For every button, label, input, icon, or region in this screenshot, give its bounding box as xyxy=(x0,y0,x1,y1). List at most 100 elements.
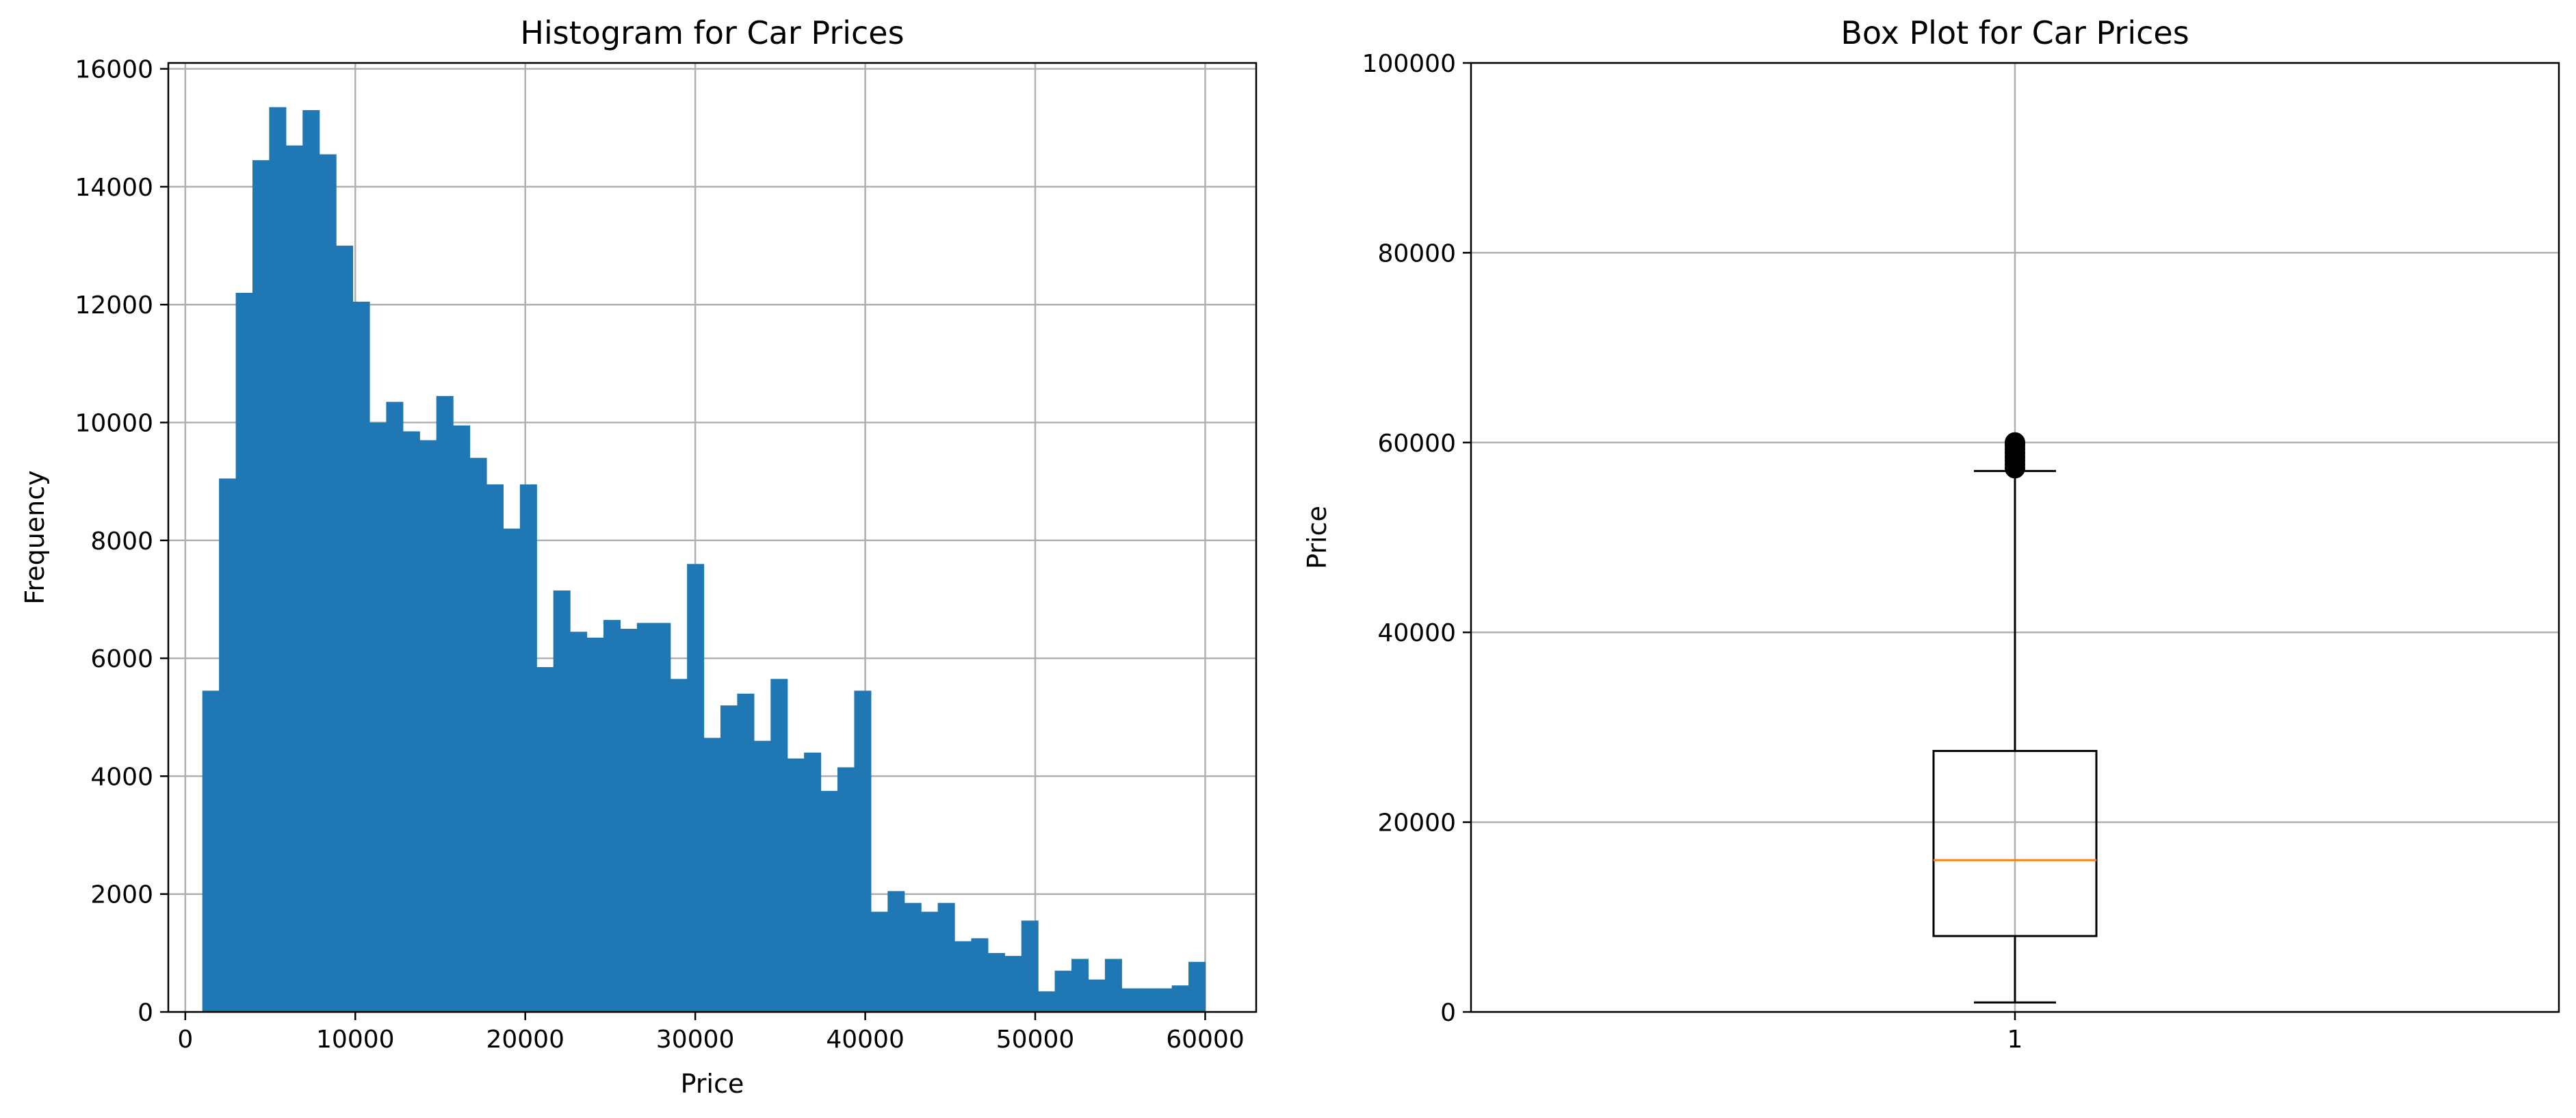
boxplot-x-tick-label: 1 xyxy=(2007,1026,2023,1054)
histogram-bar xyxy=(419,440,437,1012)
histogram-x-tick-label: 10000 xyxy=(316,1026,395,1054)
histogram-y-tick-label: 6000 xyxy=(90,645,153,673)
histogram-bar xyxy=(954,941,972,1012)
histogram-bar xyxy=(1155,988,1173,1012)
histogram-bar xyxy=(570,632,588,1012)
histogram-bar xyxy=(453,425,471,1012)
histogram-bar xyxy=(1071,959,1089,1012)
histogram-x-tick-label: 30000 xyxy=(656,1026,735,1054)
histogram-bar xyxy=(202,690,220,1012)
histogram-bar xyxy=(670,679,688,1012)
histogram-y-ticks: 0 2000 4000 6000 8000 10000 12000 14000 16000 xyxy=(75,56,168,1027)
histogram-x-tick-label: 20000 xyxy=(486,1026,564,1054)
boxplot-y-tick-label: 80000 xyxy=(1377,239,1456,268)
histogram-bar xyxy=(987,952,1005,1012)
histogram-bar xyxy=(1088,979,1106,1012)
boxplot-outlier-point xyxy=(2005,432,2025,453)
histogram-bar xyxy=(653,623,671,1012)
histogram-y-tick-label: 12000 xyxy=(75,291,153,320)
histogram-bar xyxy=(402,431,420,1012)
histogram-bar xyxy=(870,911,888,1012)
histogram-x-ticks: 0 10000 20000 30000 40000 50000 60000 xyxy=(177,1012,1245,1054)
boxplot-y-tick-label: 60000 xyxy=(1377,430,1456,458)
histogram-bar xyxy=(703,738,721,1012)
histogram-y-tick-label: 16000 xyxy=(75,56,153,84)
histogram-bar xyxy=(1104,959,1122,1012)
histogram-bar xyxy=(687,564,705,1012)
histogram-y-tick-label: 8000 xyxy=(90,528,153,556)
histogram-bar xyxy=(436,395,454,1012)
histogram-bar xyxy=(1171,985,1189,1012)
histogram-bar xyxy=(1138,988,1156,1012)
histogram-bar xyxy=(636,623,654,1012)
histogram-bar xyxy=(854,690,872,1012)
boxplot-box xyxy=(1932,750,2098,937)
histogram-bar xyxy=(536,667,554,1012)
histogram-bar xyxy=(486,484,504,1012)
histogram-bar xyxy=(787,758,805,1012)
histogram-bar xyxy=(1054,970,1072,1012)
histogram-bar xyxy=(503,528,521,1012)
histogram-bar xyxy=(887,891,905,1012)
histogram-bar xyxy=(1021,920,1039,1012)
histogram-bar xyxy=(720,705,738,1012)
histogram-y-tick-label: 4000 xyxy=(90,763,153,791)
boxplot-y-tick-label: 100000 xyxy=(1362,50,1456,78)
histogram-bar xyxy=(921,911,939,1012)
boxplot-y-axis-label: Price xyxy=(1302,506,1332,569)
histogram-bar xyxy=(519,484,537,1012)
histogram-bar xyxy=(1004,956,1022,1012)
histogram-bar xyxy=(820,790,838,1012)
histogram-bar xyxy=(804,752,822,1012)
histogram-bar xyxy=(336,246,354,1012)
histogram-y-axis-label: Frequency xyxy=(20,470,50,604)
histogram-bar xyxy=(1121,988,1139,1012)
histogram-bar xyxy=(620,629,638,1012)
histogram-bar xyxy=(971,938,989,1012)
histogram-bar xyxy=(469,458,487,1012)
histogram-bar xyxy=(1188,961,1206,1012)
histogram-bar xyxy=(269,107,287,1012)
histogram-bar xyxy=(352,301,370,1013)
histogram-x-tick-label: 0 xyxy=(177,1026,193,1054)
histogram-panel: 0 10000 20000 30000 40000 50000 60000 0 2000 400… xyxy=(20,14,1258,1099)
histogram-x-tick-label: 50000 xyxy=(996,1026,1075,1054)
histogram-bar xyxy=(219,478,237,1012)
histogram-y-tick-label: 10000 xyxy=(75,410,153,438)
boxplot-x-ticks: 1 xyxy=(2007,1012,2023,1054)
histogram-bar xyxy=(904,902,922,1012)
histogram-bar xyxy=(252,160,270,1012)
boxplot-y-ticks: 0 20000 40000 60000 80000 100000 xyxy=(1362,50,1471,1027)
boxplot-title: Box Plot for Car Prices xyxy=(1840,14,2189,51)
boxplot-panel: 1 0 20000 40000 60000 80000 100000 Box Plot f… xyxy=(1302,14,2560,1054)
histogram-bar xyxy=(386,402,404,1012)
histogram-bar xyxy=(553,590,571,1012)
histogram-y-tick-label: 14000 xyxy=(75,174,153,202)
histogram-bar xyxy=(837,767,855,1012)
histogram-bar xyxy=(285,145,303,1013)
boxplot-y-tick-label: 20000 xyxy=(1377,809,1456,837)
histogram-bar xyxy=(302,109,320,1013)
histogram-title: Histogram for Car Prices xyxy=(520,14,904,51)
boxplot-y-tick-label: 0 xyxy=(1440,999,1456,1027)
histogram-x-tick-label: 60000 xyxy=(1166,1026,1245,1054)
histogram-y-tick-label: 2000 xyxy=(90,881,153,909)
histogram-bar xyxy=(603,620,621,1012)
boxplot-marks xyxy=(1932,432,2098,1004)
histogram-bar xyxy=(737,693,755,1012)
histogram-bar xyxy=(937,902,955,1012)
histogram-bar xyxy=(319,154,337,1013)
histogram-bars xyxy=(202,107,1206,1013)
boxplot-y-tick-label: 40000 xyxy=(1377,619,1456,647)
histogram-bar xyxy=(1038,991,1056,1012)
histogram-bar xyxy=(753,740,771,1012)
histogram-bar xyxy=(235,292,253,1013)
histogram-x-axis-label: Price xyxy=(681,1069,744,1099)
histogram-bar xyxy=(586,637,604,1012)
histogram-x-tick-label: 40000 xyxy=(826,1026,905,1054)
histogram-bar xyxy=(770,679,788,1012)
histogram-y-tick-label: 0 xyxy=(138,999,153,1027)
histogram-axes-frame xyxy=(167,62,1258,1013)
histogram-bar xyxy=(369,422,387,1012)
